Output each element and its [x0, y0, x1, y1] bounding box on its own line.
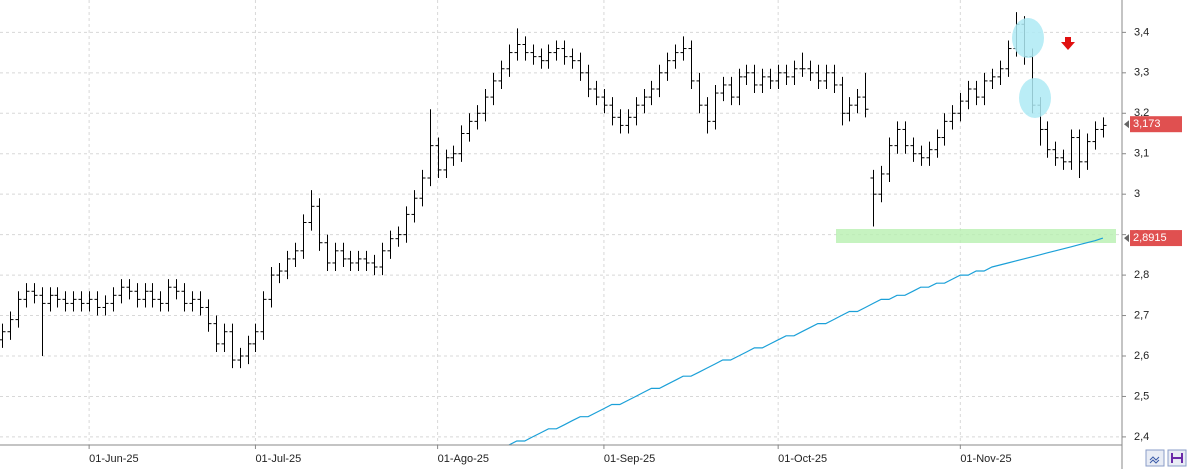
overlay-end-label: 2,8915 [1133, 232, 1167, 244]
moving-average [508, 237, 1104, 445]
y-tick-label: 3 [1134, 188, 1140, 200]
y-tick-label: 2,6 [1134, 350, 1149, 362]
grid [0, 0, 1122, 445]
x-tick-label: 01-Ago-25 [438, 453, 489, 465]
y-tick-label: 2,8 [1134, 269, 1149, 281]
last-price-label: 3,173 [1133, 118, 1161, 130]
x-tick-label: 01-Sep-25 [604, 453, 655, 465]
y-tick-label: 3,1 [1134, 148, 1149, 160]
h-icon [1171, 453, 1183, 463]
support-band [836, 229, 1116, 243]
scale-icon [1149, 456, 1160, 464]
overlay-end-label-box [1130, 230, 1182, 247]
x-tick-label: 01-Nov-25 [960, 453, 1011, 465]
last-price-label-pointer [1124, 120, 1129, 129]
plot-area [0, 12, 1107, 445]
y-tick-label: 2,5 [1134, 390, 1149, 402]
scale-button[interactable] [1145, 449, 1165, 467]
y-tick-label: 3,4 [1134, 26, 1149, 38]
y-tick-label: 3,2 [1134, 107, 1149, 119]
overlay-end-label-pointer [1124, 234, 1129, 243]
down-arrow [1061, 37, 1075, 50]
y-tick-label: 3,3 [1134, 67, 1149, 79]
y-tick-label: 2,7 [1134, 309, 1149, 321]
highlight-circle [1019, 78, 1051, 118]
x-tick-label: 01-Oct-25 [778, 453, 827, 465]
last-price-label-box [1130, 116, 1182, 133]
axes: 2,42,52,62,72,82,933,13,23,33,401-Jun-25… [88, 26, 1182, 465]
x-tick-label: 01-Jul-25 [255, 453, 301, 465]
highlight-circle [1012, 18, 1044, 58]
y-tick-label: 2,4 [1134, 431, 1149, 443]
x-tick-label: 01-Jun-25 [89, 453, 139, 465]
